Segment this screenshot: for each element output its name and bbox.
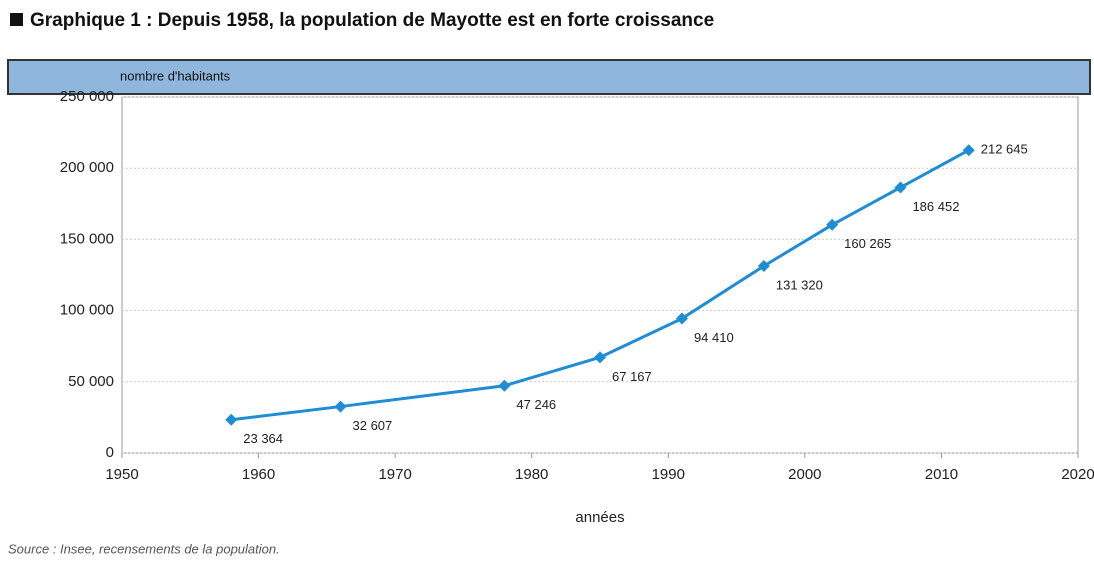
y-tick-label: 50 000 [68, 373, 114, 390]
y-tick-label: 150 000 [60, 230, 114, 247]
data-label: 94 410 [694, 330, 734, 345]
y-tick-label: 200 000 [60, 159, 114, 176]
data-label: 186 452 [912, 199, 959, 214]
title-icon [10, 13, 23, 26]
x-tick-label: 1990 [652, 466, 685, 483]
x-tick-label: 1980 [515, 466, 548, 483]
y-tick-label: 250 000 [60, 88, 114, 105]
x-axis-label: années [575, 509, 624, 526]
data-point [894, 181, 907, 194]
data-point [225, 413, 238, 426]
x-tick-label: 2010 [925, 466, 958, 483]
x-tick-label: 1960 [242, 466, 275, 483]
data-point [334, 400, 347, 413]
data-point [594, 351, 606, 364]
data-label: 23 364 [243, 431, 283, 446]
data-point [675, 312, 688, 325]
x-tick-label: 1950 [105, 466, 138, 483]
x-tick-label: 1970 [378, 466, 411, 483]
data-label: 47 246 [516, 397, 556, 412]
source-note: Source : Insee, recensements de la popul… [8, 541, 280, 556]
data-label: 160 265 [844, 236, 891, 251]
x-tick-label: 2020 [1061, 466, 1094, 483]
x-tick-label: 2000 [788, 466, 821, 483]
data-label: 131 320 [776, 277, 823, 292]
data-point [962, 144, 975, 157]
header-bar [7, 59, 1091, 95]
data-label: 67 167 [612, 369, 652, 384]
data-label: 32 607 [353, 418, 393, 433]
data-label: 212 645 [981, 142, 1028, 157]
y-tick-label: 100 000 [60, 302, 114, 319]
chart-title: Graphique 1 : Depuis 1958, la population… [30, 10, 714, 31]
data-point [826, 218, 839, 231]
y-tick-label: 0 [106, 444, 114, 461]
plot-area [121, 96, 1079, 454]
y-axis-label: nombre d'habitants [120, 68, 231, 83]
data-point [757, 260, 770, 273]
data-point [498, 379, 511, 392]
